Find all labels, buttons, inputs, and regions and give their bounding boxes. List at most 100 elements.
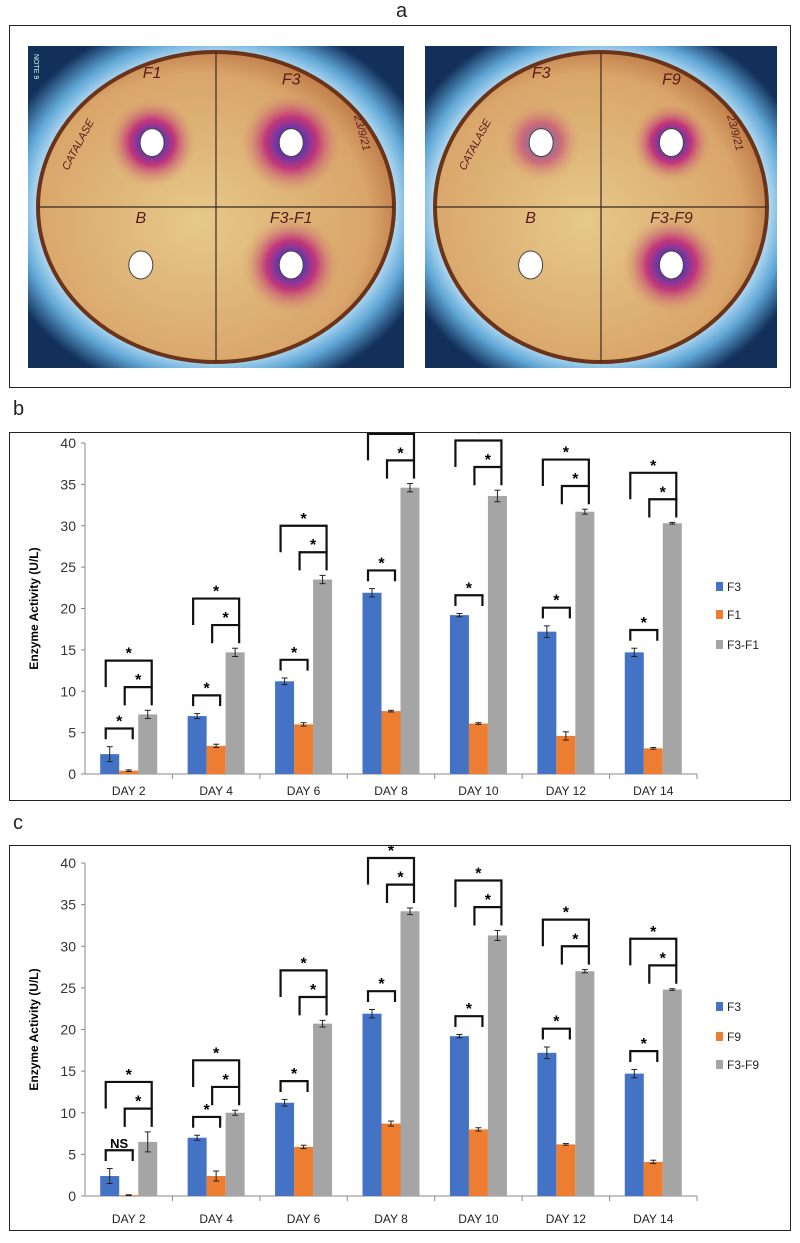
bar-f3: [100, 1176, 120, 1196]
significance-bracket: [123, 1107, 153, 1127]
x-tick-label: DAY 12: [546, 784, 587, 798]
significance-bracket: [366, 569, 397, 582]
y-tick-label: 40: [60, 435, 76, 451]
bar-f3-f9: [487, 935, 507, 1196]
legend-label: F3-F1: [727, 638, 759, 652]
significance-bracket: [560, 945, 590, 965]
bar-f3: [275, 1102, 295, 1196]
significance-label: *: [485, 892, 492, 909]
x-tick-label: DAY 12: [546, 1212, 587, 1226]
y-axis-label: Enzyme Activity (U/L): [27, 547, 41, 669]
significance-bracket: [560, 484, 590, 505]
sample-well: [128, 250, 154, 280]
bar-f1: [294, 724, 314, 774]
x-tick-label: DAY 2: [112, 784, 146, 798]
significance-label: *: [475, 865, 482, 882]
significance-label: *: [466, 1001, 473, 1018]
watermark-text: NOTE 9: [32, 54, 39, 79]
x-tick-label: DAY 8: [374, 784, 408, 798]
chart-b: Enzyme Activity (U/L) 0 5 10 15 20 25 30 35 40 DAY…: [27, 419, 759, 798]
bar-f1: [556, 735, 576, 774]
bar-f3-f9: [138, 1141, 158, 1196]
significance-bracket: [211, 623, 241, 644]
bar-f3: [449, 1036, 469, 1196]
panel-label-c: c: [13, 812, 23, 834]
quadrant-label: F1: [143, 65, 162, 82]
quadrant-label: B: [525, 210, 536, 227]
significance-label: *: [650, 458, 657, 475]
bar-f1: [643, 748, 663, 774]
significance-bracket: [123, 686, 153, 706]
significance-bracket: [629, 937, 678, 966]
significance-label: *: [572, 471, 579, 488]
y-tick-label: 0: [68, 766, 76, 782]
y-tick-label: 35: [60, 476, 76, 492]
bar-f3-f1: [138, 714, 158, 774]
significance-bracket: [279, 524, 328, 553]
bar-f3: [187, 1137, 207, 1196]
significance-bracket: [648, 964, 678, 984]
significance-bracket: [541, 606, 571, 619]
bar-f3-f1: [225, 652, 245, 774]
bar-f3-f9: [662, 989, 682, 1196]
significance-bracket: [385, 883, 416, 903]
significance-label: *: [135, 1094, 142, 1111]
y-tick-label: 5: [68, 725, 76, 741]
bar-f3-f1: [313, 579, 333, 774]
quadrant-label: F3-F9: [650, 210, 693, 227]
panel-a-photos: F1 F3 B F3-F1 CATALASE 23/9/21 NOTE 9 F3 F9 B F3-…: [9, 25, 791, 388]
significance-label: *: [223, 610, 230, 627]
significance-label: *: [310, 537, 317, 554]
significance-label: *: [213, 1045, 220, 1062]
legend-label: F9: [727, 1030, 741, 1044]
significance-bracket: [366, 432, 416, 461]
bar-f3-f9: [400, 911, 420, 1196]
significance-label: *: [378, 555, 385, 572]
y-tick-label: 35: [60, 897, 76, 913]
sample-well: [139, 128, 165, 158]
y-tick-label: 20: [60, 601, 76, 617]
bar-f3: [100, 754, 120, 774]
significance-bracket: [192, 1115, 222, 1128]
significance-bracket: [629, 628, 659, 641]
significance-bracket: [541, 1027, 571, 1040]
y-tick-label: 5: [68, 1146, 76, 1162]
significance-bracket: [473, 465, 503, 486]
x-tick-label: DAY 6: [287, 1212, 321, 1226]
bar-f3: [275, 681, 295, 774]
x-tick-label: DAY 10: [458, 784, 499, 798]
significance-label: *: [466, 580, 473, 597]
significance-label: *: [388, 433, 395, 436]
bar-f3-f9: [575, 971, 595, 1196]
legend-swatch: [716, 1002, 723, 1011]
y-tick-label: 30: [60, 518, 76, 534]
significance-bracket: [104, 727, 134, 740]
x-tick-label: DAY 10: [458, 1212, 499, 1226]
significance-label: *: [300, 511, 307, 528]
legend-swatch: [716, 610, 723, 619]
bar-f3: [362, 1013, 382, 1196]
significance-bracket: [385, 459, 416, 479]
significance-label: *: [300, 955, 307, 972]
significance-bracket: [648, 498, 678, 518]
panel-c-chart: Enzyme Activity (U/L) 0 5 10 15 20 25 30 35 40 DAY…: [9, 843, 791, 1231]
y-tick-label: 0: [68, 1188, 76, 1204]
agar-plate-2: F3 F9 B F3-F9 CATALASE 23/9/21: [425, 46, 777, 368]
bar-f9: [643, 1161, 663, 1196]
y-tick-label: 10: [60, 1105, 76, 1121]
quadrant-label: F3: [532, 65, 551, 82]
significance-label: *: [485, 452, 492, 469]
legend-swatch: [716, 640, 723, 649]
bar-f9: [468, 1129, 488, 1196]
bar-f9: [294, 1146, 314, 1196]
significance-bracket: [192, 597, 241, 626]
bar-f3: [187, 716, 207, 774]
significance-label: *: [572, 931, 579, 948]
y-axis-label: Enzyme Activity (U/L): [27, 968, 41, 1090]
significance-label: NS: [110, 1136, 128, 1151]
bar-f3-f1: [662, 523, 682, 774]
bar-f3-f9: [313, 1023, 333, 1196]
sample-well: [518, 250, 544, 280]
legend-swatch: [716, 1032, 723, 1041]
